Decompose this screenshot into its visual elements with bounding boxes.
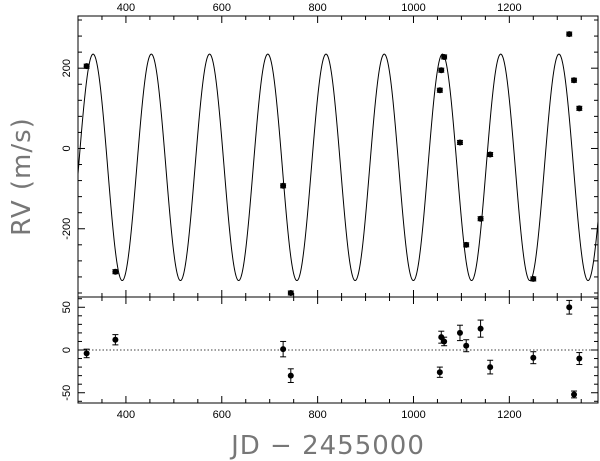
residual-point (571, 391, 578, 398)
rv-point (287, 289, 294, 296)
y-tick-label: -50 (61, 385, 73, 401)
x-tick-label: 400 (117, 409, 135, 421)
residual-point (487, 364, 494, 371)
residual-panel-ticks (77, 297, 598, 403)
rv-point (576, 105, 583, 112)
residual-data-points (83, 299, 583, 399)
rv-point (280, 182, 287, 189)
residual-point (576, 355, 583, 362)
y-tick-label: 200 (61, 59, 73, 77)
residual-point (112, 336, 119, 343)
rv-point (112, 268, 119, 275)
rv-point (441, 53, 448, 60)
y-axis-title: RV (m/s) (7, 117, 37, 236)
x-tick-label: 400 (117, 2, 135, 14)
rv-point (477, 215, 484, 222)
rv-point (438, 67, 445, 74)
residual-y-tick-labels: -50 0 50 (61, 301, 73, 401)
residual-panel: 400 600 800 1000 1200 -50 0 50 (61, 296, 599, 421)
residual-point (441, 338, 448, 345)
residual-point (436, 369, 443, 376)
x-tick-label: 1000 (401, 409, 425, 421)
rv-point (530, 275, 537, 282)
x-tick-label: 1000 (401, 2, 425, 14)
residual-point (530, 354, 537, 361)
rv-point (456, 139, 463, 146)
bottom-x-tick-labels: 400 600 800 1000 1200 (117, 409, 522, 421)
residual-point (287, 372, 294, 379)
residual-point (83, 350, 90, 357)
y-tick-label: 0 (61, 347, 73, 353)
x-tick-label: 800 (308, 409, 326, 421)
x-tick-label: 1200 (497, 2, 521, 14)
x-tick-label: 600 (213, 409, 231, 421)
x-tick-label: 1200 (497, 409, 521, 421)
residual-point (280, 346, 287, 353)
rv-point (487, 151, 494, 158)
rv-panel-ticks (77, 16, 598, 297)
rv-point (571, 77, 578, 84)
residual-point (456, 329, 463, 336)
x-tick-label: 600 (213, 2, 231, 14)
model-curve (78, 53, 598, 282)
y-tick-label: 0 (61, 145, 73, 151)
residual-point (477, 325, 484, 332)
rv-point (83, 63, 90, 70)
residual-point (566, 304, 573, 311)
rv-y-tick-labels: -200 0 200 (61, 59, 73, 240)
rv-point (463, 241, 470, 248)
rv-data-points (83, 31, 583, 296)
y-tick-label: -200 (61, 218, 73, 240)
residual-point (463, 342, 470, 349)
rv-point (436, 87, 443, 94)
x-tick-label: 800 (308, 2, 326, 14)
rv-panel-frame (77, 15, 599, 298)
y-tick-label: 50 (61, 301, 73, 313)
top-x-tick-labels: 400 600 800 1000 1200 (117, 2, 522, 14)
x-axis-title: JD − 2455000 (229, 431, 425, 461)
rv-panel: 400 600 800 1000 1200 -200 0 200 (61, 2, 599, 298)
rv-point (566, 31, 573, 38)
